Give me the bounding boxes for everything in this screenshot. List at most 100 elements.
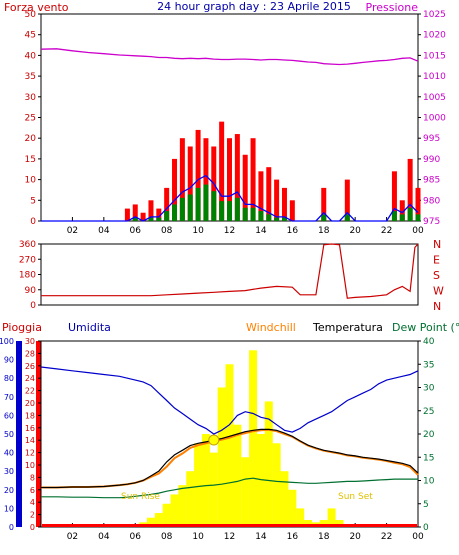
wind-fill-bar [281,217,287,221]
y-tick-label-right: 1010 [423,72,446,82]
humidity-tick-label: 30 [4,467,14,476]
wind-direction-plot-area [40,243,419,306]
wind-speed-bar [187,146,193,221]
rain-tick-label: 6 [30,486,35,495]
x-tick-label: 00 [412,532,424,542]
wind-fill-bar [407,207,413,221]
x-tick-label: 16 [287,226,299,236]
wind-speed-bar [124,208,130,221]
temp-tick-label: 35 [423,360,434,370]
solar-bar [146,517,155,527]
wind-speed-title: Forza vento [4,1,69,14]
wind-speed-bar [281,187,287,221]
solar-bar [319,520,328,527]
temp-tick-label: 20 [423,430,435,440]
x-tick-label: 16 [287,532,299,542]
wind-fill-bar [415,214,421,221]
sun-icon [208,434,220,446]
wind-fill-bar [227,201,232,221]
y-tick-label-right: 1015 [423,51,446,61]
temp-tick-label: 10 [423,477,435,487]
y-tick-label-right: 985 [423,176,440,186]
wind-speed-bar [219,121,225,221]
y-tick-label-left: 45 [25,31,36,41]
temp-tick-label: 5 [423,500,429,510]
y-tick-label-left: 25 [25,114,36,124]
wind-speed-bar [407,158,413,221]
solar-bar [170,494,179,527]
wind-fill-bar [266,214,272,221]
temperature-title: Temperatura [312,321,383,334]
x-tick-label: 22 [381,226,392,236]
solar-bar [178,485,187,527]
wind-direction-line [41,243,419,299]
solar-bar [241,457,250,527]
wind-fill-bar [132,217,138,221]
x-tick-label: 10 [192,532,204,542]
y-tick-label-right: 980 [423,196,440,206]
rain-tick-label: 8 [30,473,35,482]
pressure-title: Pressione [366,1,419,14]
wind-speed-bar [156,208,162,221]
y-tick-label-left: 5 [30,196,36,206]
wind-fill-bar [250,207,256,221]
humidity-axis-bar [16,341,22,527]
wind-speed-bar [234,134,240,221]
chart-title: 24 hour graph day : 23 Aprile 2015 [157,0,351,13]
direction-label: S [433,269,440,282]
rain-tick-label: 30 [25,337,35,346]
x-tick-label: 02 [67,226,78,236]
wind-fill-bar [274,217,280,221]
wind-speed-bar [148,200,154,221]
x-tick-label: 12 [224,532,235,542]
wind-speed-bar [415,187,421,221]
y-tick-label-left: 30 [25,93,37,103]
solar-bar [296,508,305,527]
wind-speed-bar [242,154,248,221]
solar-bar [264,401,273,527]
humidity-tick-label: 70 [4,393,14,402]
y-tick-label-right: 1025 [423,10,446,20]
rain-tick-label: 14 [25,436,35,445]
x-tick-label: 22 [381,532,392,542]
wind-fill-bar [195,187,201,221]
wind-speed-bar [132,204,138,221]
x-tick-label: 04 [98,226,110,236]
rain-bar [42,524,417,527]
wind-fill-bar [219,201,225,221]
wind-speed-bar [203,138,209,221]
pressure-line [40,48,419,66]
wind-speed-bar [391,171,397,221]
wind-fill-bar [321,214,327,221]
solar-bar [280,471,289,527]
rain-tick-label: 28 [25,349,35,358]
y-tick-label-left: 50 [25,10,37,20]
humidity-tick-label: 60 [4,411,14,420]
wind-average-line [41,174,419,222]
x-tick-label: 00 [412,226,424,236]
rain-tick-label: 16 [25,424,35,433]
wind-speed-bar [195,129,201,221]
wind-speed-bar [140,212,146,221]
wind-fill-bar [179,197,185,221]
humidity-title: Umidita [68,321,111,334]
y-tick-label-left: 40 [25,51,37,61]
wind-fill-bar [164,211,170,221]
humidity-tick-label: 10 [4,504,14,513]
rain-tick-label: 22 [25,387,35,396]
sunrise-label: Sun Rise [121,492,160,502]
temp-tick-label: 25 [423,407,434,417]
wind-fill-bar [156,217,162,221]
x-tick-label: 18 [318,532,330,542]
x-tick-label: 10 [192,226,204,236]
solar-bar [194,443,203,527]
y-tick-label: 0 [30,301,36,311]
solar-bar [272,443,281,527]
rain-title: Pioggia [2,321,42,334]
solar-bar [162,503,171,527]
wind-speed-bar [164,187,170,221]
humidity-tick-label: 100 [0,337,14,346]
direction-label: E [433,254,440,267]
